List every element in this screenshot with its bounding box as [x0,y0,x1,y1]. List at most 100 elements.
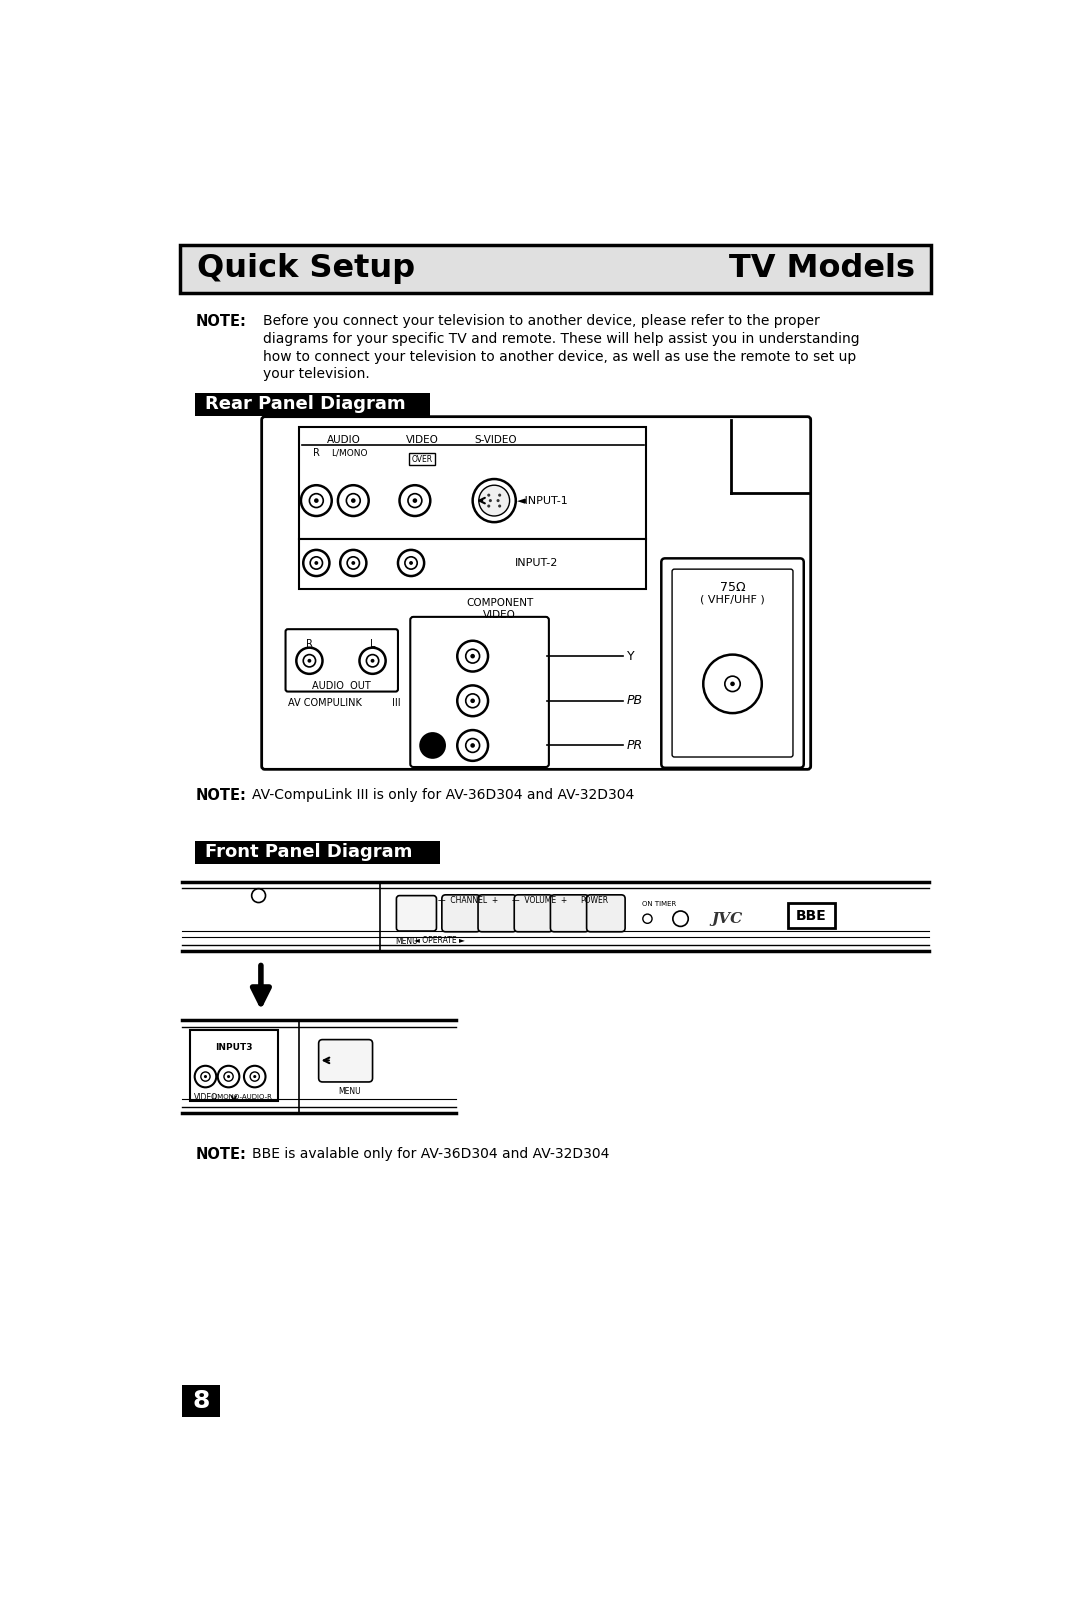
Text: Front Panel Diagram: Front Panel Diagram [205,844,413,862]
Circle shape [420,733,445,758]
Text: NOTE:: NOTE: [195,1148,246,1162]
Circle shape [303,655,315,668]
Text: your television.: your television. [264,368,370,382]
Text: POWER: POWER [580,896,608,905]
Circle shape [470,743,475,748]
FancyBboxPatch shape [261,417,811,769]
Circle shape [643,915,652,923]
Text: INPUT-2: INPUT-2 [515,559,558,568]
Circle shape [218,1066,240,1087]
Circle shape [413,498,417,502]
Circle shape [487,494,490,496]
Circle shape [725,676,740,692]
Circle shape [470,698,475,703]
Text: S-VIDEO: S-VIDEO [474,435,517,445]
Circle shape [224,1072,233,1082]
Circle shape [465,693,480,708]
FancyBboxPatch shape [661,559,804,767]
Circle shape [351,498,355,502]
FancyBboxPatch shape [551,896,589,933]
FancyBboxPatch shape [285,629,397,692]
Circle shape [347,557,360,570]
Bar [195,393,430,416]
Circle shape [251,1072,259,1082]
Text: AV-CompuLink III is only for AV-36D304 and AV-32D304: AV-CompuLink III is only for AV-36D304 a… [252,788,634,802]
Text: Rear Panel Diagram: Rear Panel Diagram [205,395,406,414]
Circle shape [409,562,413,565]
Circle shape [314,562,319,565]
Circle shape [366,655,379,668]
Text: R: R [306,639,313,648]
Circle shape [351,562,355,565]
Circle shape [465,738,480,753]
FancyBboxPatch shape [410,616,549,767]
Text: VIDEO: VIDEO [406,435,440,445]
Text: VIDEO: VIDEO [483,610,516,620]
Circle shape [405,557,417,570]
FancyBboxPatch shape [396,896,436,931]
FancyBboxPatch shape [514,896,553,933]
Circle shape [301,485,332,515]
Circle shape [204,1075,207,1079]
Circle shape [397,551,424,576]
Circle shape [400,485,430,515]
Bar [299,427,646,539]
Circle shape [360,648,386,674]
Circle shape [308,658,311,663]
Circle shape [473,478,516,522]
Bar [299,539,646,589]
Circle shape [498,504,501,507]
Circle shape [194,1066,216,1087]
Text: INPUT3: INPUT3 [215,1043,253,1053]
Circle shape [673,912,688,926]
Circle shape [370,658,375,663]
Text: MENU: MENU [395,937,418,947]
Text: AV COMPULINK: AV COMPULINK [288,698,362,708]
Text: Quick Setup: Quick Setup [197,254,415,284]
Text: R: R [313,448,320,459]
Circle shape [303,551,329,576]
Text: L: L [369,639,376,648]
Text: BBE is avalable only for AV-36D304 and AV-32D304: BBE is avalable only for AV-36D304 and A… [252,1148,609,1162]
Bar [788,904,835,928]
Circle shape [310,557,323,570]
Circle shape [478,485,510,515]
Text: —  VOLUME  +: — VOLUME + [512,896,568,905]
Text: Before you connect your television to another device, please refer to the proper: Before you connect your television to an… [264,315,820,329]
Circle shape [252,889,266,902]
Text: JVC: JVC [711,912,742,926]
Text: 75Ω: 75Ω [719,581,745,594]
Circle shape [227,1075,230,1079]
Circle shape [296,648,323,674]
Circle shape [498,494,501,496]
Text: ON TIMER: ON TIMER [642,900,676,907]
Text: III: III [392,698,401,708]
Text: VIDEO: VIDEO [193,1093,217,1103]
Text: PB: PB [626,695,643,708]
Text: NOTE:: NOTE: [195,315,246,329]
Circle shape [470,653,475,658]
Text: ◄INPUT-1: ◄INPUT-1 [517,496,569,506]
Text: COMPONENT: COMPONENT [465,599,534,608]
Circle shape [487,504,490,507]
Text: diagrams for your specific TV and remote. These will help assist you in understa: diagrams for your specific TV and remote… [264,332,860,347]
Circle shape [703,655,761,713]
Text: AUDIO  OUT: AUDIO OUT [312,681,370,690]
Text: PR: PR [626,738,643,753]
Circle shape [314,498,319,502]
Text: TV Models: TV Models [729,254,916,284]
Circle shape [253,1075,256,1079]
Text: MENU: MENU [338,1087,361,1096]
Text: 8: 8 [192,1388,210,1412]
Circle shape [457,685,488,716]
Circle shape [340,551,366,576]
Circle shape [465,648,480,663]
Text: —  CHANNEL  +: — CHANNEL + [437,896,498,905]
Circle shape [457,730,488,761]
Circle shape [347,494,361,507]
Circle shape [338,485,368,515]
Circle shape [730,682,734,687]
Bar [190,1029,278,1101]
Text: how to connect your television to another device, as well as use the remote to s: how to connect your television to anothe… [264,350,856,364]
FancyBboxPatch shape [408,453,435,465]
